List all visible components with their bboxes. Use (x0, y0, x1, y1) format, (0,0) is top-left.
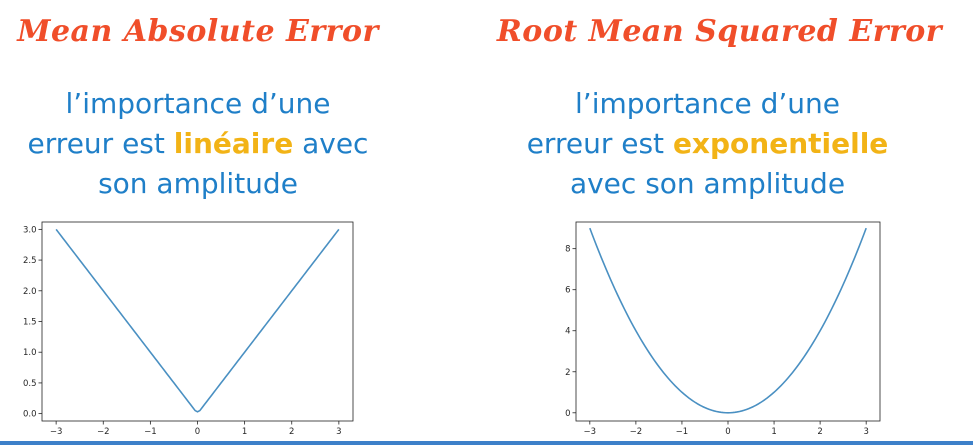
chart-mae: −3 −2 −1 0 1 2 3 0.0 0.5 1.0 1.5 2.0 2.5 3.0 (23, 221, 354, 437)
y-tick-label: 0.0 (23, 410, 37, 420)
x-tick-label: 2 (289, 427, 294, 437)
y-tick-label: 3.0 (23, 225, 37, 235)
title-mae: Mean Absolute Error (17, 14, 379, 49)
x-tick-label: 1 (242, 427, 247, 437)
desc-mae-line1: l’importance d’une (65, 87, 331, 120)
bottom-accent-bar (0, 441, 973, 445)
series-line (589, 227, 867, 414)
desc-rmse-line3: avec son amplitude (569, 167, 846, 200)
y-tick-label: 6 (565, 286, 570, 296)
x-tick-label: 0 (195, 427, 200, 437)
y-tick-label: 2 (565, 368, 570, 378)
plot-frame (41, 221, 354, 422)
x-tick-label: 0 (725, 427, 730, 437)
y-tick-label: 0.5 (23, 379, 37, 389)
y-tick-label: 4 (565, 327, 570, 337)
y-tick-label: 2.0 (23, 287, 37, 297)
y-tick-label: 2.5 (23, 256, 37, 266)
desc-rmse-line1: l’importance d’une (575, 87, 840, 120)
y-tick-label: 1.5 (23, 318, 37, 328)
series-line (55, 228, 340, 413)
description-mae: l’importance d’une erreur est linéaire a… (0, 84, 441, 204)
title-rmse: Root Mean Squared Error (496, 14, 943, 49)
desc-mae-line2-post: avec (293, 127, 369, 160)
desc-mae-line2: erreur est linéaire avec (0, 124, 441, 164)
x-tick-label: 3 (863, 427, 868, 437)
x-tick-label: 1 (771, 427, 776, 437)
plot-frame (575, 221, 881, 422)
panel-rmse: Root Mean Squared Error l’importance d’u… (486, 0, 973, 445)
desc-rmse-highlight: exponentielle (672, 127, 889, 160)
y-tick-label: 1.0 (23, 348, 37, 358)
x-tick-label: −2 (97, 427, 110, 437)
panel-mae: Mean Absolute Error l’importance d’une e… (0, 0, 486, 445)
x-tick-label: −1 (144, 427, 157, 437)
y-tick-label: 8 (565, 245, 570, 255)
x-tick-label: −1 (676, 427, 689, 437)
description-rmse: l’importance d’une erreur est exponentie… (464, 84, 951, 204)
chart-rmse: −3 −2 −1 0 1 2 3 0 2 4 6 8 (565, 221, 881, 437)
x-tick-label: −3 (584, 427, 597, 437)
desc-mae-line2-pre: erreur est (27, 127, 174, 160)
x-tick-label: −2 (630, 427, 643, 437)
desc-mae-line3: son amplitude (98, 167, 298, 200)
x-tick-label: 3 (336, 427, 341, 437)
desc-mae-highlight: linéaire (173, 127, 294, 160)
desc-rmse-line2-pre: erreur est (526, 127, 673, 160)
x-tick-label: −3 (50, 427, 63, 437)
y-tick-label: 0 (565, 409, 570, 419)
desc-rmse-line2: erreur est exponentielle (464, 124, 951, 164)
x-tick-label: 2 (817, 427, 822, 437)
